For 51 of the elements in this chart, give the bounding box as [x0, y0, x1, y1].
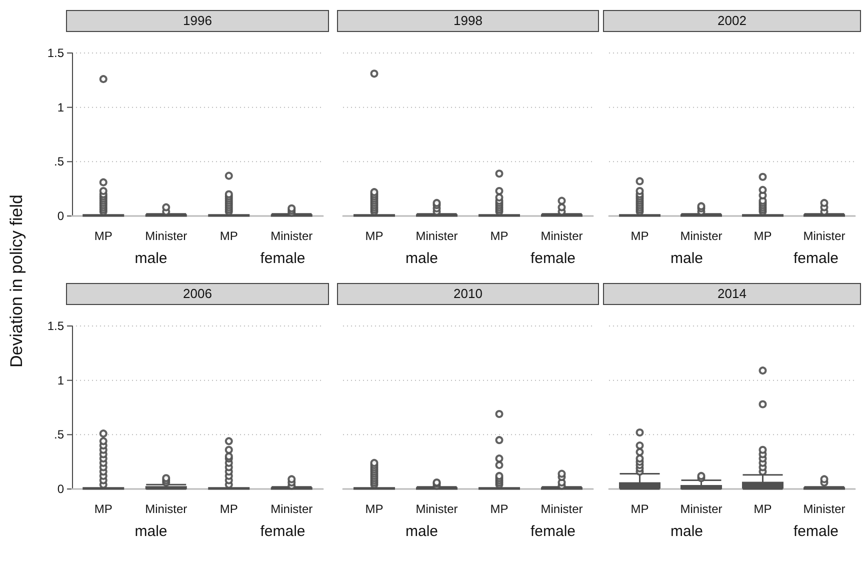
- x-tick-label: MP: [94, 502, 112, 516]
- text: female: [794, 523, 839, 540]
- x-tick-label: Minister: [540, 502, 583, 516]
- text: female: [260, 523, 306, 540]
- x-tick-label: MP: [754, 229, 772, 243]
- x-tick-label: Minister: [540, 229, 583, 243]
- y-tick-label: 0: [57, 482, 64, 496]
- x-tick-label: Minister: [270, 229, 313, 243]
- text: male: [670, 250, 704, 267]
- y-tick-label: 1.5: [47, 319, 64, 333]
- x-tick-label: MP: [630, 229, 649, 243]
- text: male: [134, 523, 168, 540]
- x-tick-label: Minister: [803, 502, 846, 516]
- text: female: [530, 523, 576, 540]
- text: female: [794, 250, 839, 267]
- chart-title: 2014: [603, 283, 861, 305]
- chart-title: 2002: [603, 10, 861, 32]
- text: male: [670, 523, 704, 540]
- y-tick-label: 1: [57, 373, 64, 388]
- x-tick-label: MP: [220, 229, 238, 243]
- x-tick-label: Minister: [416, 229, 458, 243]
- chart-title: 2010: [337, 283, 599, 305]
- y-tick-label: 1.5: [47, 46, 64, 60]
- text: male: [134, 250, 168, 267]
- x-tick-label: MP: [365, 502, 384, 516]
- x-tick-label: Minister: [803, 229, 846, 243]
- text: male: [406, 523, 438, 540]
- x-tick-label: MP: [365, 229, 384, 243]
- y-tick-label: .5: [54, 154, 64, 169]
- y-axis-title: Deviation in policy field: [7, 194, 27, 370]
- x-tick-label: Minister: [270, 502, 313, 516]
- y-tick-label: 0: [57, 209, 64, 223]
- x-tick-label: Minister: [145, 229, 188, 243]
- x-tick-label: Minister: [416, 502, 458, 516]
- x-tick-label: Minister: [145, 502, 188, 516]
- x-tick-label: MP: [94, 229, 112, 243]
- text: male: [406, 250, 438, 267]
- y-tick-label: 1: [57, 100, 64, 114]
- x-tick-label: Minister: [680, 502, 722, 516]
- text: female: [530, 250, 576, 267]
- chart-title: 1996: [66, 10, 329, 32]
- chart-title: 1998: [337, 10, 599, 32]
- y-tick-label: .5: [54, 428, 64, 442]
- text: female: [260, 250, 306, 267]
- x-tick-label: MP: [754, 502, 772, 516]
- x-tick-label: Minister: [680, 229, 722, 243]
- chart-title: 2006: [66, 283, 329, 305]
- x-tick-label: MP: [220, 502, 238, 516]
- x-tick-label: MP: [630, 502, 649, 516]
- x-tick-label: MP: [490, 502, 508, 516]
- x-tick-label: MP: [490, 229, 508, 243]
